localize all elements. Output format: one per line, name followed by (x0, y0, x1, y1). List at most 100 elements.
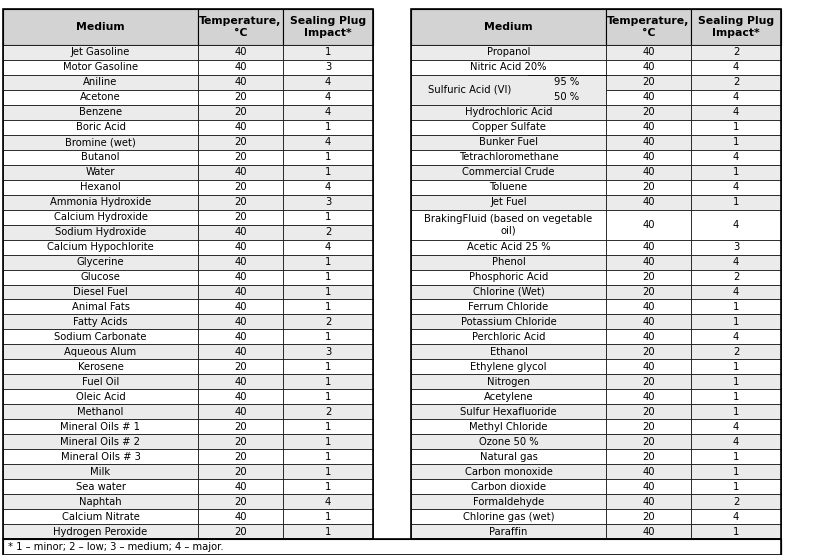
Text: 4: 4 (733, 63, 739, 73)
Text: Sulfur Hexafluoride: Sulfur Hexafluoride (461, 407, 557, 417)
Text: BrakingFluid (based on vegetable
oil): BrakingFluid (based on vegetable oil) (424, 214, 593, 235)
Text: 2: 2 (325, 317, 331, 327)
Text: Motor Gasoline: Motor Gasoline (63, 63, 138, 73)
Text: 40: 40 (234, 392, 247, 402)
Text: Temperature,
°C: Temperature, °C (608, 16, 690, 38)
Bar (3, 75, 198, 90)
Bar (411, 180, 606, 195)
Text: 4: 4 (325, 92, 331, 102)
Bar (3, 240, 198, 255)
Text: Phosphoric Acid: Phosphoric Acid (469, 272, 548, 282)
Text: Copper Sulfate: Copper Sulfate (471, 122, 545, 132)
Text: 40: 40 (642, 197, 655, 207)
Text: Commercial Crude: Commercial Crude (462, 167, 555, 177)
Bar (691, 374, 781, 389)
Text: 3: 3 (325, 347, 331, 357)
Bar (283, 404, 373, 419)
Bar (691, 105, 781, 120)
Text: 2: 2 (733, 48, 739, 58)
Text: Carbon monoxide: Carbon monoxide (465, 467, 553, 477)
Bar (283, 270, 373, 285)
Bar (411, 60, 606, 75)
Bar (3, 225, 198, 240)
Bar (283, 345, 373, 360)
Text: Benzene: Benzene (79, 107, 122, 117)
Text: 1: 1 (325, 332, 331, 342)
Text: 1: 1 (325, 437, 331, 447)
Text: 3: 3 (325, 63, 331, 73)
Bar (691, 509, 781, 524)
Text: 1: 1 (325, 48, 331, 58)
Text: Hydrochloric Acid: Hydrochloric Acid (465, 107, 553, 117)
Bar (411, 240, 606, 255)
Text: 4: 4 (733, 152, 739, 162)
Bar (3, 165, 198, 180)
Bar (606, 434, 691, 449)
Bar (606, 60, 691, 75)
Text: 20: 20 (642, 377, 655, 387)
Text: Calcium Hydroxide: Calcium Hydroxide (53, 212, 148, 222)
Text: Naphtah: Naphtah (79, 497, 122, 507)
Text: 3: 3 (325, 197, 331, 207)
Text: 1: 1 (733, 362, 739, 372)
Text: 20: 20 (234, 137, 247, 147)
Bar (411, 434, 606, 449)
Bar (198, 195, 283, 210)
Bar (283, 449, 373, 464)
Bar (283, 464, 373, 479)
Bar (283, 75, 373, 90)
Bar (606, 509, 691, 524)
Bar (691, 120, 781, 135)
Bar (606, 165, 691, 180)
Text: 1: 1 (325, 152, 331, 162)
Text: 20: 20 (234, 107, 247, 117)
Bar (606, 150, 691, 165)
Text: Ferrum Chloride: Ferrum Chloride (468, 302, 548, 312)
Text: 1: 1 (733, 197, 739, 207)
Text: 40: 40 (642, 257, 655, 267)
Text: 3: 3 (733, 242, 739, 252)
Bar (606, 135, 691, 150)
Text: 1: 1 (325, 422, 331, 432)
Text: 1: 1 (325, 122, 331, 132)
Bar (283, 374, 373, 389)
Text: 40: 40 (234, 242, 247, 252)
Text: Hexanol: Hexanol (80, 182, 121, 192)
Bar (606, 464, 691, 479)
Text: 40: 40 (234, 122, 247, 132)
Bar (606, 120, 691, 135)
Text: Sealing Plug
Impact*: Sealing Plug Impact* (698, 16, 774, 38)
Bar (283, 360, 373, 374)
Bar (606, 255, 691, 270)
Text: Methanol: Methanol (77, 407, 124, 417)
Text: Glucose: Glucose (80, 272, 121, 282)
Bar (691, 330, 781, 345)
Text: Formaldehyde: Formaldehyde (473, 497, 544, 507)
Text: 1: 1 (325, 362, 331, 372)
Text: 20: 20 (642, 407, 655, 417)
Text: 20: 20 (234, 497, 247, 507)
Bar (606, 90, 691, 105)
Bar (283, 210, 373, 225)
Text: Carbon dioxide: Carbon dioxide (471, 482, 546, 492)
Text: Propanol: Propanol (487, 48, 530, 58)
Text: 1: 1 (733, 302, 739, 312)
Text: Aniline: Aniline (83, 78, 117, 88)
Bar (3, 60, 198, 75)
Text: Medium: Medium (484, 22, 533, 32)
Bar (691, 150, 781, 165)
Bar (3, 45, 198, 60)
Text: Methyl Chloride: Methyl Chloride (470, 422, 548, 432)
Bar (283, 509, 373, 524)
Bar (606, 389, 691, 404)
Bar (411, 120, 606, 135)
Text: Nitrogen: Nitrogen (487, 377, 530, 387)
Bar (3, 345, 198, 360)
Bar (606, 360, 691, 374)
Bar (198, 449, 283, 464)
Text: 2: 2 (733, 497, 739, 507)
Text: 20: 20 (642, 347, 655, 357)
Bar (198, 75, 283, 90)
Bar (691, 135, 781, 150)
Text: 20: 20 (642, 272, 655, 282)
